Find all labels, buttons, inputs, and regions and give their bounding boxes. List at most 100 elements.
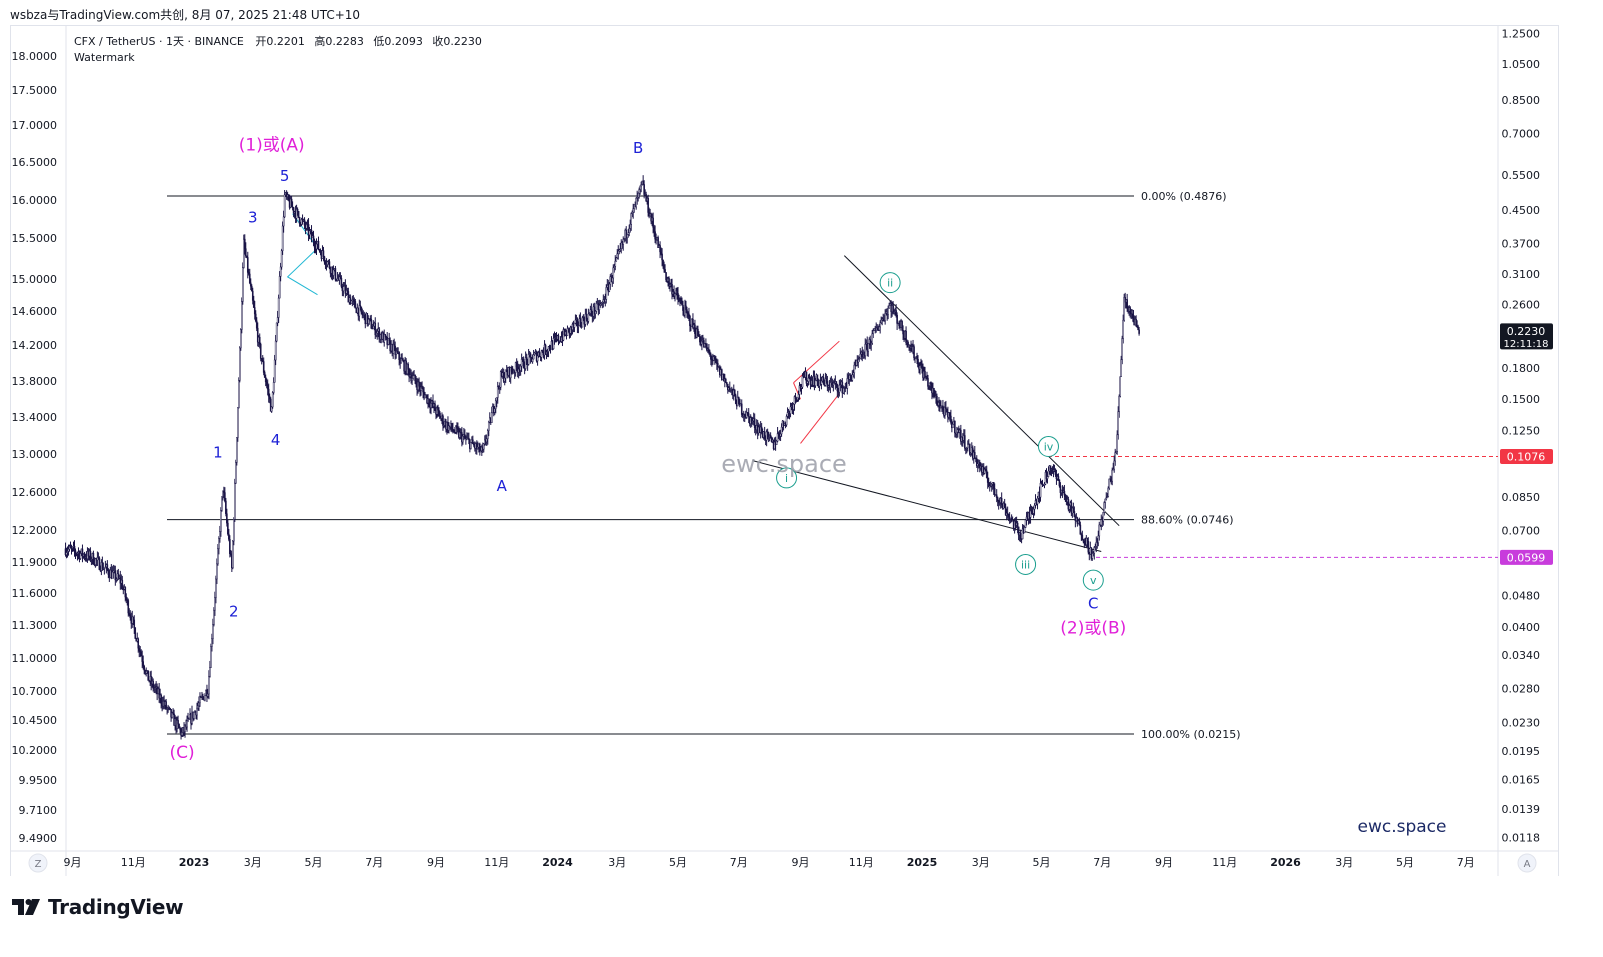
- candle-body-133: [197, 705, 199, 709]
- candle-body-765: [826, 380, 829, 388]
- candle-body-663: [725, 378, 727, 383]
- right-axis-tick-10: 0.1500: [1502, 393, 1541, 406]
- candle-body-155: [219, 531, 221, 539]
- right-axis-tick-7: 0.3100: [1502, 268, 1541, 281]
- candle-body-753: [814, 380, 817, 386]
- candle-body-420: [483, 443, 485, 450]
- candle-body-964: [1024, 519, 1027, 528]
- candle-body-113: [177, 720, 179, 725]
- time-axis-tick-21: 3月: [1335, 856, 1353, 869]
- time-axis[interactable]: 9月 11月 2023 3月 5月 7月 9月 11月 2024 3月 5月 7月 9月 11月 2025 3…: [64, 856, 1475, 869]
- candle-body-774: [835, 381, 838, 385]
- candle-body-433: [495, 397, 498, 402]
- candle-body-947: [1007, 513, 1010, 518]
- right-axis-tick-16: 0.0340: [1502, 649, 1541, 662]
- right-axis-tick-20: 0.0165: [1502, 774, 1541, 787]
- candle-body-652: [714, 356, 716, 360]
- candle-body-140: [204, 695, 206, 701]
- candle-body-50: [114, 570, 117, 581]
- candle-body-490: [552, 338, 555, 350]
- candle-body-1018: [1078, 520, 1081, 526]
- wave-label-5: 5: [280, 167, 290, 185]
- red-channel-upper[interactable]: [793, 340, 840, 384]
- upper-wedge-line[interactable]: [843, 255, 1120, 527]
- candle-body-831: [892, 305, 894, 313]
- candle-body-15: [79, 553, 82, 559]
- candle-body-1057: [1117, 411, 1119, 436]
- candle-body-597: [659, 245, 661, 253]
- fib-retracement[interactable]: 0.00% (0.4876) 88.60% (0.0746) 100.00% (0.…: [167, 190, 1241, 741]
- wave-label-10: (2)或(B): [1060, 619, 1126, 639]
- left-price-axis[interactable]: 18.0000 17.5000 17.0000 16.5000 16.0000 15.50…: [12, 50, 58, 845]
- candle-body-215: [278, 276, 281, 299]
- auto-scale-button[interactable]: [1517, 853, 1537, 873]
- candle-body-647: [709, 351, 711, 355]
- chart-header: wsbza与TradingView.com共创, 8月 07, 2025 21:…: [10, 8, 361, 22]
- candle-body-352: [415, 380, 417, 385]
- candle-body-956: [1016, 522, 1019, 528]
- candle-body-653: [715, 358, 717, 363]
- candle-body-1038: [1098, 524, 1101, 537]
- candle-body-797: [858, 358, 861, 360]
- tradingview-logo[interactable]: TradingView: [12, 895, 184, 919]
- wave-label-0: (C): [169, 743, 194, 763]
- candle-body-957: [1017, 526, 1020, 536]
- candle-body-432: [494, 400, 497, 409]
- candle-body-296: [359, 305, 362, 308]
- candle-body-759: [820, 380, 823, 385]
- candle-body-1058: [1118, 396, 1120, 412]
- candle-body-161: [225, 500, 227, 514]
- left-axis-tick-0: 18.0000: [12, 50, 58, 63]
- right-axis-tick-12: 0.0850: [1502, 491, 1541, 504]
- candle-body-511: [573, 322, 576, 328]
- candle-body-196: [259, 344, 262, 359]
- candle-body-9: [73, 545, 76, 551]
- candle-body-359: [422, 388, 424, 393]
- price-tag-countdown-0: 12:11:18: [1504, 339, 1549, 350]
- candle-body-1054: [1114, 452, 1117, 462]
- candle-body-1078: [1138, 329, 1140, 334]
- time-axis-tick-0: 9月: [64, 856, 82, 869]
- candle-body-639: [701, 341, 703, 345]
- brand-label: ewc.space: [1358, 817, 1447, 837]
- candle-body-190: [253, 307, 256, 315]
- level-lines[interactable]: [1048, 455, 1498, 558]
- left-axis-tick-11: 13.0000: [12, 448, 58, 461]
- candle-body-973: [1033, 505, 1036, 510]
- candle-body-185: [248, 273, 251, 284]
- time-axis-tick-12: 9月: [792, 856, 810, 869]
- candle-body-1043: [1103, 502, 1106, 513]
- candle-body-197: [260, 358, 263, 361]
- candle-body-1048: [1108, 478, 1111, 489]
- time-axis-tick-22: 5月: [1396, 856, 1414, 869]
- candle-body-619: [681, 301, 683, 306]
- candle-body-165: [229, 539, 231, 555]
- candle-body-189: [252, 300, 255, 308]
- red-channel-lower[interactable]: [800, 393, 840, 444]
- left-axis-tick-13: 12.2000: [12, 524, 58, 537]
- candle-body-351: [414, 374, 416, 381]
- lower-wedge-line[interactable]: [752, 460, 1102, 552]
- candle-body-250: [313, 242, 316, 248]
- candle-body-1066: [1126, 299, 1128, 309]
- candle-body-453: [515, 362, 518, 368]
- candle-body-217: [280, 250, 283, 268]
- candle-body-606: [668, 278, 670, 287]
- candle-body-686: [747, 413, 750, 417]
- candle-body-837: [898, 322, 900, 327]
- candle-body-792: [853, 364, 856, 374]
- right-price-axis[interactable]: 1.2500 1.0500 0.8500 0.7000 0.5500 0.4500 0.37…: [1502, 28, 1541, 845]
- candle-body-60: [124, 587, 127, 598]
- log-toggle-button[interactable]: [28, 853, 48, 873]
- price-tag-value-1: 0.1076: [1507, 450, 1546, 463]
- candle-body-42: [106, 564, 109, 570]
- candle-body-129: [193, 712, 195, 719]
- left-axis-tick-1: 17.5000: [12, 84, 58, 97]
- candle-body-214: [277, 297, 280, 318]
- candle-body-976: [1036, 497, 1039, 505]
- candle-body-963: [1023, 527, 1026, 534]
- candle-body-187: [250, 285, 253, 292]
- candle-body-1053: [1113, 460, 1116, 470]
- candle-body-844: [905, 330, 907, 343]
